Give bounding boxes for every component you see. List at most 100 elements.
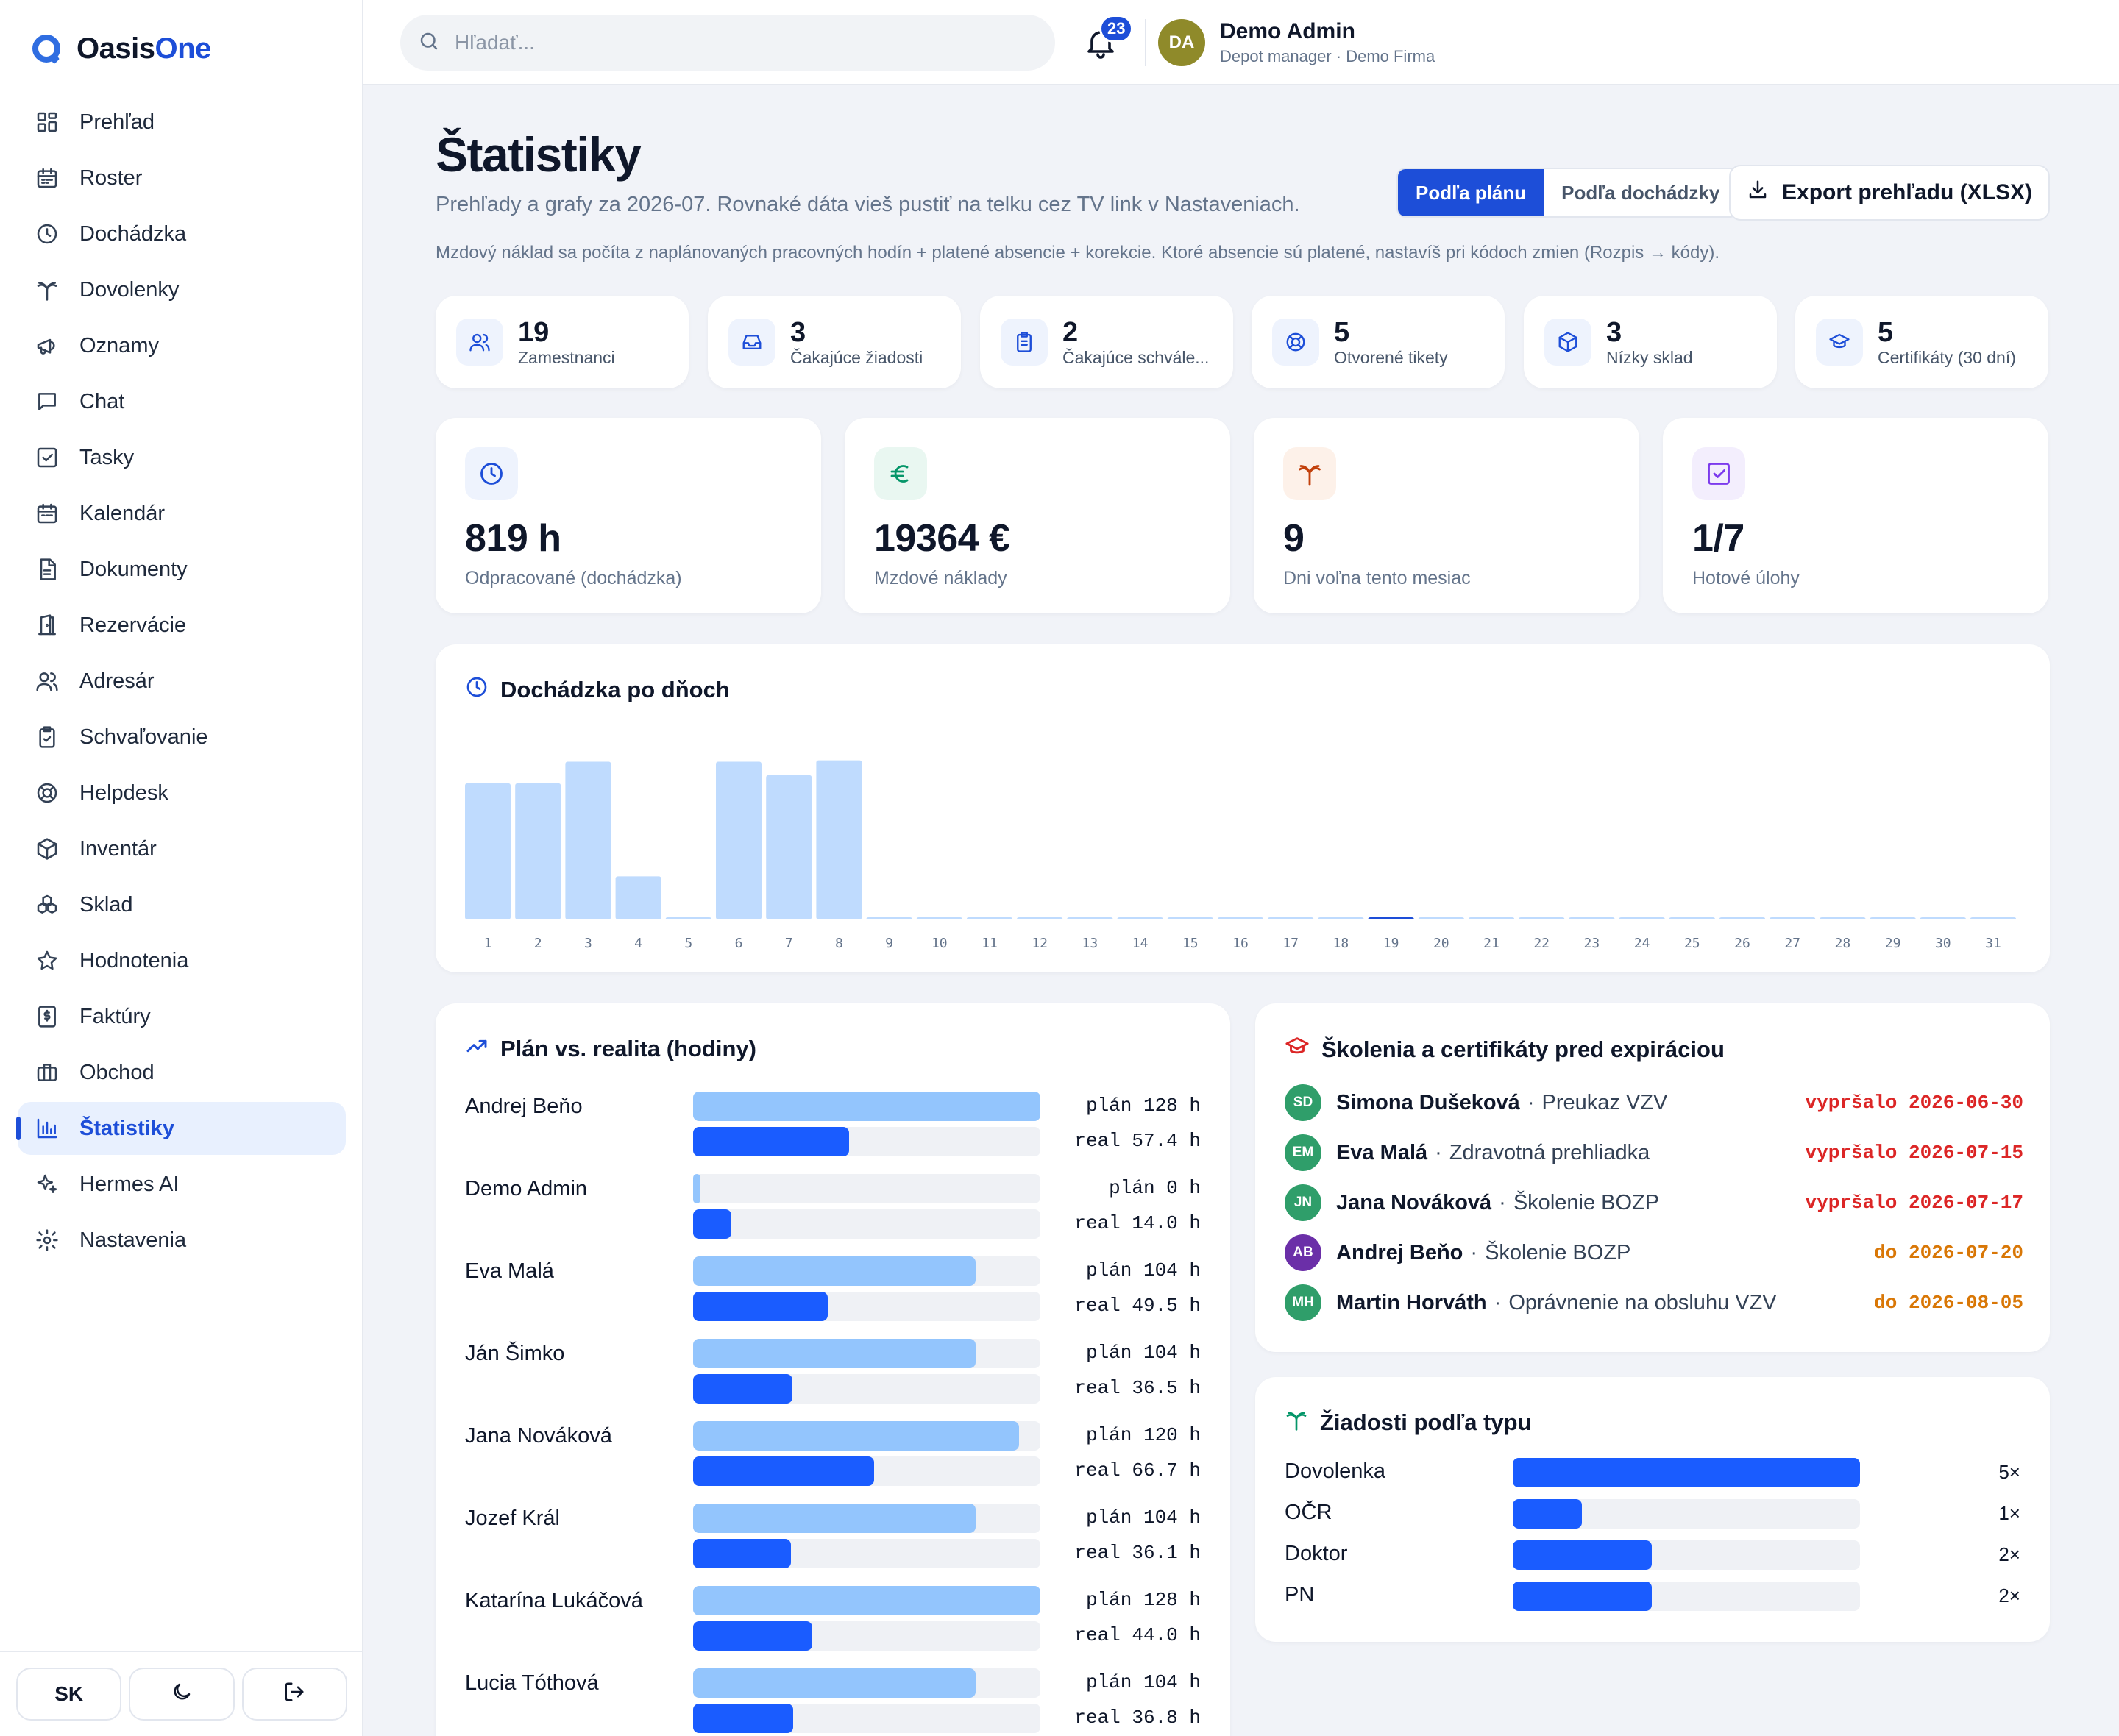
attendance-bar[interactable] [1519,917,1565,919]
sparkles-icon [34,1171,60,1198]
sidebar-item-star[interactable]: Hodnotenia [18,934,346,987]
sidebar-item-label: Prehľad [79,110,155,134]
attendance-bar[interactable] [1719,917,1765,919]
attendance-bar[interactable] [1368,917,1414,919]
attendance-bar[interactable] [1469,917,1514,919]
attendance-bar[interactable] [1117,917,1163,919]
attendance-bar[interactable] [1669,917,1715,919]
day-tick-label: 29 [1885,936,1901,951]
attendance-bar[interactable] [515,783,561,919]
sidebar-item-bar-chart[interactable]: Štatistiky [16,1102,346,1155]
attendance-bar[interactable] [1067,917,1113,919]
attendance-bar[interactable] [1268,917,1314,919]
attendance-bar[interactable] [1920,917,1966,919]
toggle-by-attendance[interactable]: Podľa dochádzky [1561,181,1720,204]
attendance-bar[interactable] [816,760,862,919]
cert-expiry: vypršalo 2026-07-17 [1805,1192,2023,1214]
avatar[interactable]: DA [1158,19,1205,66]
attendance-bar[interactable] [615,876,661,919]
attendance-bar-chart: 1 2 3 4 5 6 7 8 9 10 11 12 13 14 15 16 17 18 19 20 21 22 23 24 2… [465,760,2016,951]
sidebar-item-boxes[interactable]: Sklad [18,878,346,931]
sidebar-item-sparkles[interactable]: Hermes AI [18,1158,346,1211]
real-bar [693,1539,792,1568]
kpi-text: 5 Certifikáty (30 dní) [1878,317,2016,368]
sidebar-item-palm-tree[interactable]: Dovolenky [18,263,346,316]
sidebar-item-clipboard-check[interactable]: Schvaľovanie [18,711,346,764]
sidebar-item-calendar[interactable]: Kalendár [18,487,346,540]
stat-card: 1/7 Hotové úlohy [1663,418,2048,613]
attendance-bar[interactable] [565,761,611,920]
kpi-card[interactable]: 5 Otvorené tikety [1252,296,1505,388]
kpi-card[interactable]: 19 Zamestnanci [436,296,689,388]
checkbox-icon [34,444,60,471]
kpi-card[interactable]: 3 Čakajúce žiadosti [708,296,961,388]
cert-course: Školenie BOZP [1513,1190,1660,1214]
sidebar-item-briefcase[interactable]: Obchod [18,1046,346,1099]
sidebar-item-checkbox[interactable]: Tasky [18,431,346,484]
attendance-bar[interactable] [1820,917,1866,919]
attendance-bar[interactable] [1017,917,1063,919]
separator: · [1499,1190,1506,1214]
attendance-bar[interactable] [1218,917,1263,919]
stat-value: 9 [1283,517,1305,560]
avatar: EM [1285,1134,1321,1171]
clipboard-icon [1001,319,1048,366]
attendance-bar[interactable] [1418,917,1464,919]
cert-row[interactable]: JN Jana Nováková · Školenie BOZP vypršalo 20… [1285,1184,2023,1221]
attendance-bar[interactable] [1970,917,2016,919]
sidebar-item-package[interactable]: Inventár [18,822,346,875]
kpi-value: 3 [790,316,806,348]
sidebar-item-clock[interactable]: Dochádzka [18,207,346,260]
sidebar-item-users[interactable]: Adresár [18,655,346,708]
clock-icon [465,447,518,500]
document-icon [34,556,60,583]
logo[interactable]: OasisOne [31,32,211,65]
attendance-bar[interactable] [766,775,812,919]
toggle-by-plan[interactable]: Podľa plánu [1398,169,1544,216]
kpi-card[interactable]: 2 Čakajúce schvále... [980,296,1233,388]
sidebar-item-calendar-grid[interactable]: Roster [18,152,346,204]
sidebar-item-megaphone[interactable]: Oznamy [18,319,346,372]
attendance-bar[interactable] [1167,917,1213,919]
sidebar-item-invoice[interactable]: Faktúry [18,990,346,1043]
cert-row[interactable]: AB Andrej Beňo · Školenie BOZP do 2026-07-20 [1285,1234,2023,1271]
attendance-bar[interactable] [716,761,762,920]
sidebar-item-door[interactable]: Rezervácie [18,599,346,652]
attendance-title: Dochádzka po dňoch [500,677,730,702]
sidebar-item-gear[interactable]: Nastavenia [18,1214,346,1267]
topbar: 23 DA Demo Admin Depot manager · Demo Fi… [363,0,2119,85]
theme-toggle-button[interactable] [129,1668,235,1721]
day-tick-label: 18 [1333,936,1349,951]
kpi-card[interactable]: 3 Nízky sklad [1524,296,1777,388]
kpi-label: Čakajúce žiadosti [790,347,923,367]
sidebar-item-grid[interactable]: Prehľad [18,96,346,149]
plan-bar-track [693,1256,1040,1286]
search-input[interactable] [455,31,1029,54]
attendance-bar[interactable] [1619,917,1665,919]
divider [1145,19,1146,66]
cert-row[interactable]: EM Eva Malá · Zdravotná prehliadka vypršalo … [1285,1134,2023,1171]
attendance-bar[interactable] [866,917,912,919]
attendance-bar[interactable] [1870,917,1916,919]
attendance-bar[interactable] [1569,917,1615,919]
sidebar-item-lifebuoy[interactable]: Helpdesk [18,766,346,819]
sidebar-item-chat[interactable]: Chat [18,375,346,428]
request-type: PN [1285,1583,1315,1607]
cert-row[interactable]: SD Simona Dušeková · Preukaz VZV vypršalo 20… [1285,1084,2023,1121]
attendance-bar[interactable] [1318,917,1364,919]
attendance-bar[interactable] [1770,917,1816,919]
attendance-bar[interactable] [967,917,1012,919]
real-bar-track [693,1374,1040,1404]
employee-name: Ján Šimko [465,1342,565,1365]
search-bar[interactable] [400,15,1055,71]
attendance-bar[interactable] [465,783,511,919]
language-button[interactable]: SK [16,1668,122,1721]
sidebar-item-document[interactable]: Dokumenty [18,543,346,596]
kpi-card[interactable]: 5 Certifikáty (30 dní) [1795,296,2048,388]
export-button[interactable]: Export prehľadu (XLSX) [1729,165,2050,221]
cert-row[interactable]: MH Martin Horváth · Oprávnenie na obsluhu V… [1285,1284,2023,1321]
logout-button[interactable] [241,1668,347,1721]
attendance-bar[interactable] [916,917,962,919]
attendance-bar[interactable] [665,917,711,919]
invoice-icon [34,1003,60,1030]
